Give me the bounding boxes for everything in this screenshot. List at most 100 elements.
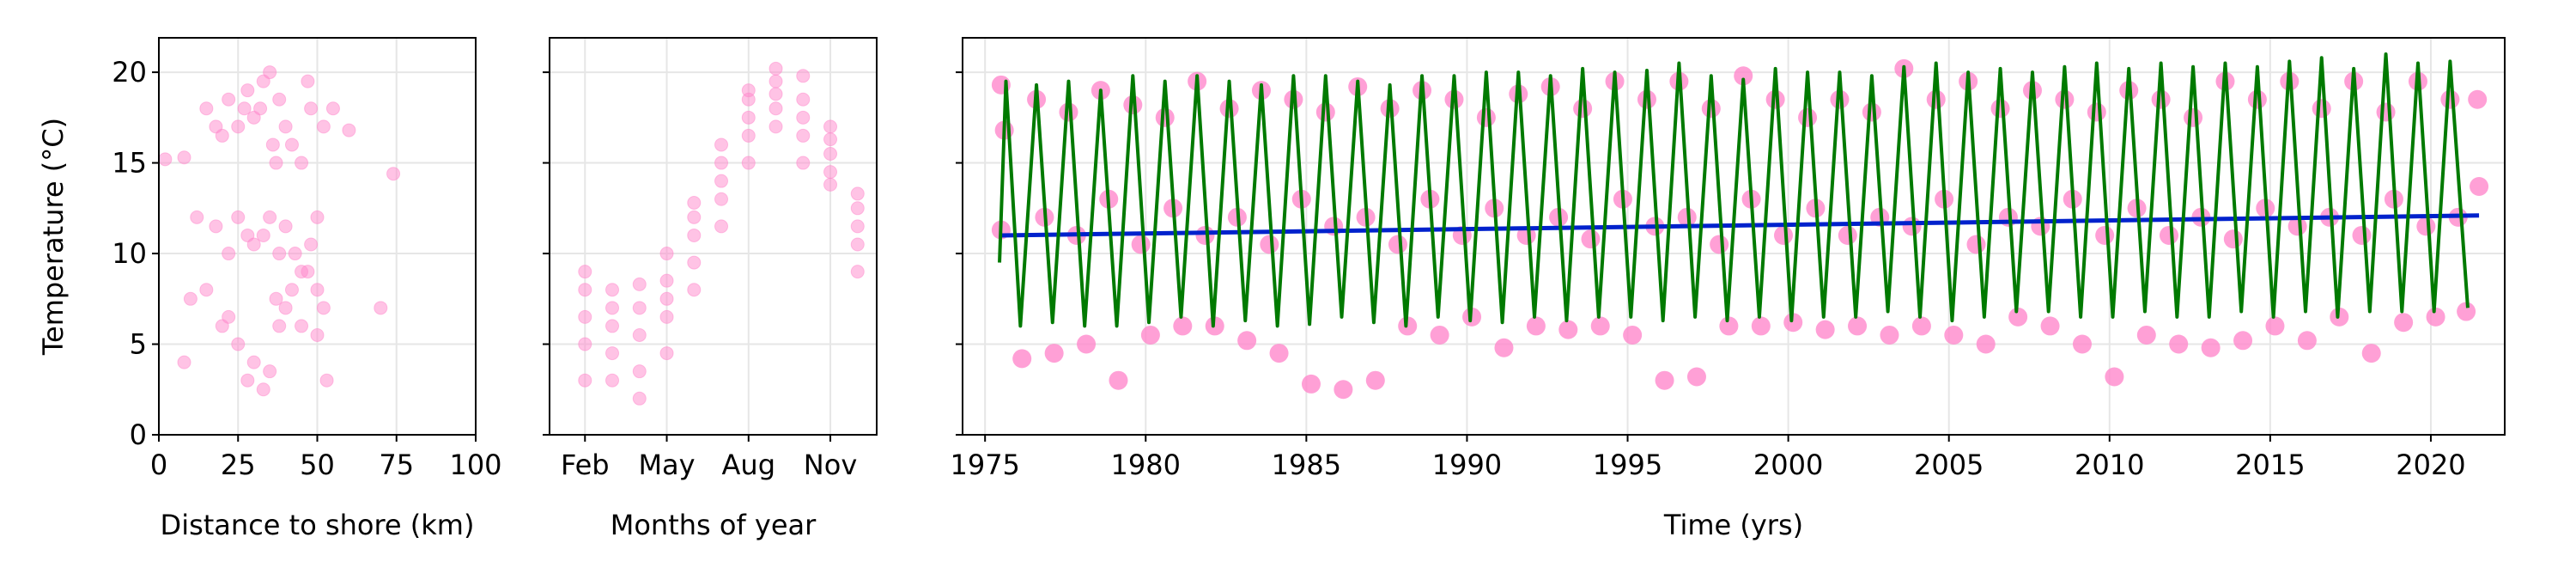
point: [796, 128, 811, 143]
point: [1719, 316, 1739, 336]
point: [2151, 89, 2171, 109]
point: [1976, 334, 1996, 354]
point: [263, 364, 277, 379]
point: [1862, 102, 1881, 122]
x-tick-label: 1995: [1593, 449, 1662, 481]
point: [2426, 307, 2445, 327]
x-tick-label: Aug: [722, 449, 775, 481]
point: [2247, 89, 2267, 109]
point: [246, 237, 261, 252]
point: [714, 156, 729, 170]
point: [796, 69, 811, 83]
axes-frame: [549, 37, 878, 436]
point: [256, 382, 270, 397]
point: [2265, 316, 2285, 336]
point: [2297, 331, 2317, 351]
point: [304, 237, 319, 252]
point: [301, 74, 315, 89]
point: [2095, 225, 2115, 245]
point: [1558, 320, 1578, 339]
point: [687, 210, 702, 224]
point: [1573, 99, 1593, 119]
point: [605, 373, 620, 388]
point: [246, 355, 261, 369]
point: [2223, 229, 2243, 249]
point: [1623, 325, 1643, 345]
point: [1677, 207, 1697, 227]
point: [850, 201, 865, 216]
point: [687, 195, 702, 210]
point: [1195, 225, 1215, 245]
point: [1637, 89, 1656, 109]
point: [2352, 225, 2372, 245]
point: [714, 137, 729, 152]
point: [578, 283, 592, 297]
point: [714, 219, 729, 234]
point: [342, 123, 356, 137]
point: [850, 265, 865, 279]
point: [687, 255, 702, 270]
point: [2468, 89, 2488, 109]
point: [878, 305, 891, 318]
point: [1315, 102, 1335, 122]
point: [769, 119, 783, 134]
point: [2159, 225, 2178, 245]
point: [310, 327, 325, 342]
point: [659, 291, 674, 306]
point: [1334, 380, 1353, 400]
point: [272, 319, 287, 333]
point: [769, 61, 783, 76]
point: [1926, 89, 1946, 109]
point: [215, 128, 229, 143]
point: [231, 337, 246, 351]
point: [2394, 313, 2414, 333]
point: [659, 247, 674, 261]
point: [2233, 331, 2253, 351]
point: [1686, 367, 1706, 387]
point: [1798, 107, 1818, 127]
point: [578, 265, 592, 279]
point: [1902, 217, 1922, 236]
point: [1581, 229, 1601, 249]
y-tick-label: 5: [130, 328, 147, 361]
point: [2055, 89, 2075, 109]
point: [374, 301, 388, 315]
point: [2169, 334, 2189, 354]
point: [1301, 374, 1321, 394]
point: [1059, 102, 1078, 122]
point: [316, 119, 331, 134]
point: [823, 165, 838, 180]
line: [998, 52, 2470, 328]
line: [1000, 213, 2480, 238]
x-tick-label: 2015: [2235, 449, 2305, 481]
point: [823, 132, 838, 147]
point: [823, 177, 838, 192]
point: [2008, 307, 2028, 327]
point: [1260, 235, 1279, 254]
point: [714, 174, 729, 188]
point: [578, 337, 592, 351]
point: [741, 110, 756, 125]
point: [1880, 325, 1899, 345]
point: [269, 156, 283, 170]
point: [578, 373, 592, 388]
point: [2361, 344, 2381, 363]
point: [1269, 344, 1289, 363]
point: [278, 219, 293, 234]
point: [240, 373, 255, 388]
point: [288, 247, 302, 261]
point: [605, 319, 620, 333]
x-axis-label: Months of year: [611, 509, 817, 541]
point: [316, 301, 331, 315]
point: [1830, 89, 1850, 109]
x-tick-label: 75: [379, 449, 414, 481]
point: [325, 101, 340, 116]
point: [1365, 370, 1385, 390]
x-tick-label: 1975: [950, 449, 1019, 481]
point: [632, 277, 647, 291]
point: [850, 219, 865, 234]
point: [878, 292, 891, 305]
point: [2312, 99, 2331, 119]
